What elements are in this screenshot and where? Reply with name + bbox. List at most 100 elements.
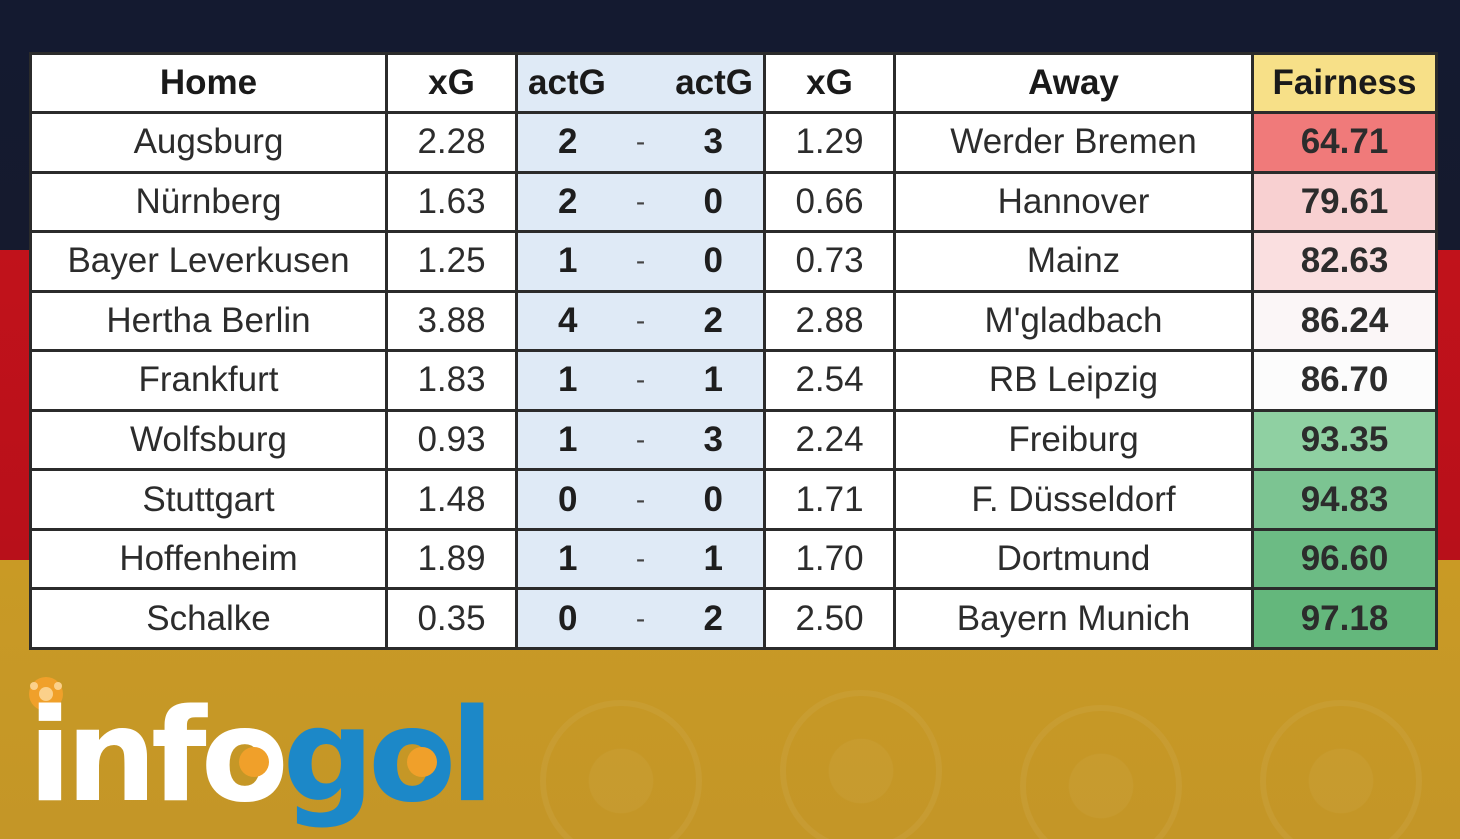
header-home: Home <box>29 52 388 114</box>
score-separator: - <box>635 424 646 455</box>
header-xg-home: xG <box>385 52 518 114</box>
away-goals: 3 <box>703 420 723 459</box>
home-goals: 0 <box>558 598 578 638</box>
away-goals: 3 <box>703 122 723 162</box>
away-xg: 0.73 <box>763 230 896 293</box>
fairness-score: 97.18 <box>1251 587 1438 650</box>
fairness-score: 96.60 <box>1251 527 1438 591</box>
score-separator: - <box>635 602 646 634</box>
table-row: Augsburg 2.28 2 - 3 1.29 Werder Bremen 6… <box>29 111 1438 174</box>
home-goals: 1 <box>558 420 578 459</box>
logo-dot-o1 <box>239 747 269 777</box>
header-actual-goals: actG actG <box>515 52 766 114</box>
away-xg: 1.71 <box>763 468 896 531</box>
score-separator: - <box>635 483 646 515</box>
header-away: Away <box>893 52 1254 114</box>
home-xg: 1.63 <box>385 170 518 234</box>
home-team: Schalke <box>29 587 388 650</box>
home-goals: 2 <box>558 122 578 162</box>
home-team: Frankfurt <box>29 349 388 412</box>
background-football-icon <box>1020 705 1182 839</box>
home-goals: 1 <box>558 241 578 281</box>
home-xg: 0.93 <box>385 408 518 472</box>
fairness-score: 82.63 <box>1251 230 1438 293</box>
home-goals: 1 <box>558 539 578 579</box>
score-separator: - <box>635 543 646 575</box>
score: 2 - 0 <box>515 170 766 234</box>
background-football-icon <box>540 700 702 839</box>
score: 1 - 1 <box>515 349 766 412</box>
fairness-score: 86.24 <box>1251 289 1438 353</box>
table-row: Hoffenheim 1.89 1 - 1 1.70 Dortmund 96.6… <box>29 527 1438 591</box>
away-team: Bayern Munich <box>893 587 1254 650</box>
away-xg: 0.66 <box>763 170 896 234</box>
table-row: Bayer Leverkusen 1.25 1 - 0 0.73 Mainz 8… <box>29 230 1438 293</box>
football-icon <box>29 677 63 711</box>
home-xg: 1.89 <box>385 527 518 591</box>
away-goals: 2 <box>703 300 723 340</box>
home-goals: 4 <box>558 300 578 340</box>
home-goals: 0 <box>558 479 578 519</box>
score-separator: - <box>635 126 646 158</box>
header-fairness: Fairness <box>1251 52 1438 114</box>
home-goals: 1 <box>558 360 578 400</box>
header-actg-home: actG <box>528 63 606 102</box>
score: 1 - 0 <box>515 230 766 293</box>
score: 4 - 2 <box>515 289 766 353</box>
table-row: Nürnberg 1.63 2 - 0 0.66 Hannover 79.61 <box>29 170 1438 234</box>
header-xg-away: xG <box>763 52 896 114</box>
home-team: Wolfsburg <box>29 408 388 472</box>
header-actg-away: actG <box>675 63 753 102</box>
table-row: Wolfsburg 0.93 1 - 3 2.24 Freiburg 93.35 <box>29 408 1438 472</box>
table-row: Schalke 0.35 0 - 2 2.50 Bayern Munich 97… <box>29 587 1438 650</box>
background-football-icon <box>780 690 942 839</box>
away-goals: 1 <box>703 539 723 579</box>
away-team: RB Leipzig <box>893 349 1254 412</box>
score-separator: - <box>635 245 646 277</box>
score: 2 - 3 <box>515 111 766 174</box>
score: 0 - 2 <box>515 587 766 650</box>
away-goals: 2 <box>703 598 723 638</box>
home-team: Stuttgart <box>29 468 388 531</box>
score: 1 - 1 <box>515 527 766 591</box>
away-team: Werder Bremen <box>893 111 1254 174</box>
away-team: Dortmund <box>893 527 1254 591</box>
away-goals: 0 <box>703 181 723 221</box>
away-goals: 0 <box>703 479 723 519</box>
home-xg: 1.83 <box>385 349 518 412</box>
away-xg: 2.54 <box>763 349 896 412</box>
score-separator: - <box>635 364 646 396</box>
away-xg: 1.70 <box>763 527 896 591</box>
away-team: Hannover <box>893 170 1254 234</box>
table-row: Stuttgart 1.48 0 - 0 1.71 F. Düsseldorf … <box>29 468 1438 531</box>
away-xg: 2.88 <box>763 289 896 353</box>
home-xg: 2.28 <box>385 111 518 174</box>
away-xg: 2.24 <box>763 408 896 472</box>
background-football-icon <box>1260 700 1422 839</box>
away-team: Freiburg <box>893 408 1254 472</box>
score: 0 - 0 <box>515 468 766 531</box>
fairness-score: 94.83 <box>1251 468 1438 531</box>
score-separator: - <box>635 304 646 336</box>
away-xg: 1.29 <box>763 111 896 174</box>
table-body: Augsburg 2.28 2 - 3 1.29 Werder Bremen 6… <box>29 111 1438 650</box>
table-row: Frankfurt 1.83 1 - 1 2.54 RB Leipzig 86.… <box>29 349 1438 412</box>
home-xg: 3.88 <box>385 289 518 353</box>
results-table: Home xG actG actG xG Away Fairness Augsb… <box>29 52 1438 650</box>
logo-dot-o2 <box>407 747 437 777</box>
home-team: Hoffenheim <box>29 527 388 591</box>
away-team: M'gladbach <box>893 289 1254 353</box>
fairness-score: 64.71 <box>1251 111 1438 174</box>
home-xg: 0.35 <box>385 587 518 650</box>
home-team: Augsburg <box>29 111 388 174</box>
home-team: Bayer Leverkusen <box>29 230 388 293</box>
infogol-logo: infogol <box>28 677 484 831</box>
score: 1 - 3 <box>515 408 766 472</box>
home-team: Hertha Berlin <box>29 289 388 353</box>
home-team: Nürnberg <box>29 170 388 234</box>
score-separator: - <box>635 185 646 217</box>
table-row: Hertha Berlin 3.88 4 - 2 2.88 M'gladbach… <box>29 289 1438 353</box>
home-goals: 2 <box>558 181 578 221</box>
fairness-score: 79.61 <box>1251 170 1438 234</box>
